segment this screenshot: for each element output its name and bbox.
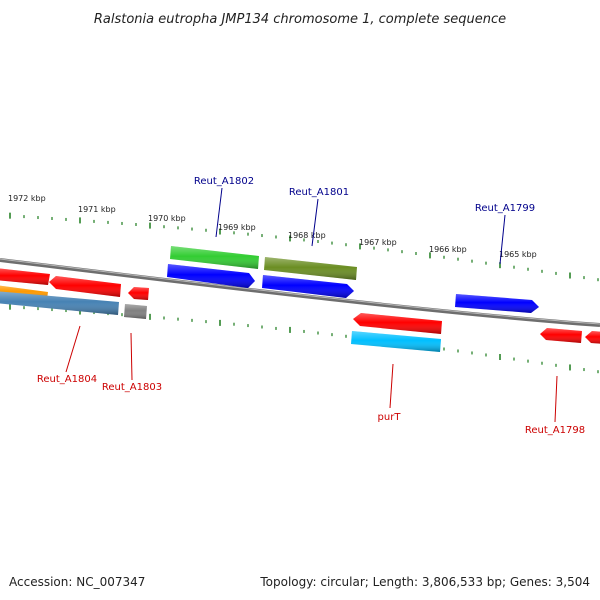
gene-feature[interactable] — [124, 304, 147, 319]
leader-reut-a1798 — [554, 375, 558, 423]
accession-text: Accession: NC_007347 — [9, 575, 146, 589]
gene-feature[interactable] — [128, 287, 149, 300]
map-title: Ralstonia eutropha JMP134 chromosome 1, … — [94, 12, 506, 27]
gene-feature[interactable] — [585, 331, 600, 344]
gene-label-purt[interactable]: purT — [378, 412, 402, 423]
scale-labels: 1972 kbp 1971 kbp 1970 kbp 1969 kbp 1968… — [8, 194, 537, 259]
chromosome-backbone-highlight — [0, 258, 600, 325]
leader-reut-a1802 — [215, 187, 223, 238]
gene-label-reut-a1802[interactable]: Reut_A1802 — [194, 176, 254, 187]
scale-ticks-inner — [9, 303, 599, 374]
tick-label-1970: 1970 kbp — [148, 214, 186, 223]
scale-ticks-outer — [9, 212, 599, 282]
leader-reut-a1803 — [130, 332, 133, 381]
gene-feature[interactable] — [455, 294, 539, 313]
gene-feature[interactable] — [170, 246, 259, 269]
tick-label-1968: 1968 kbp — [288, 231, 326, 240]
gene-feature[interactable] — [0, 268, 50, 285]
gene-label-reut-a1798[interactable]: Reut_A1798 — [525, 425, 585, 436]
gene-label-reut-a1801[interactable]: Reut_A1801 — [289, 187, 349, 198]
tick-label-1965: 1965 kbp — [499, 250, 537, 259]
gene-label-reut-a1804[interactable]: Reut_A1804 — [37, 374, 97, 385]
tick-label-1967: 1967 kbp — [359, 238, 397, 247]
leader-purt — [389, 363, 394, 409]
gene-label-reut-a1803[interactable]: Reut_A1803 — [102, 382, 162, 393]
gene-feature[interactable] — [167, 264, 255, 288]
label-leaders — [65, 187, 558, 423]
gene-feature[interactable] — [540, 328, 582, 343]
tick-label-1966: 1966 kbp — [429, 245, 467, 254]
gene-features — [0, 246, 600, 352]
leader-reut-a1804 — [65, 325, 81, 373]
tick-label-1971: 1971 kbp — [78, 205, 116, 214]
gene-feature[interactable] — [0, 291, 119, 315]
topology-summary: Topology: circular; Length: 3,806,533 bp… — [260, 575, 590, 589]
leader-reut-a1801 — [311, 198, 319, 247]
tick-label-1969: 1969 kbp — [218, 223, 256, 232]
gene-feature[interactable] — [49, 276, 121, 297]
gene-feature[interactable] — [351, 331, 441, 352]
leader-reut-a1799 — [499, 214, 506, 265]
tick-label-1972: 1972 kbp — [8, 194, 46, 203]
chromosome-backbone — [0, 258, 600, 327]
gene-feature[interactable] — [262, 275, 354, 298]
gene-feature[interactable] — [353, 313, 442, 334]
gene-feature[interactable] — [264, 257, 357, 280]
gene-label-reut-a1799[interactable]: Reut_A1799 — [475, 203, 535, 214]
